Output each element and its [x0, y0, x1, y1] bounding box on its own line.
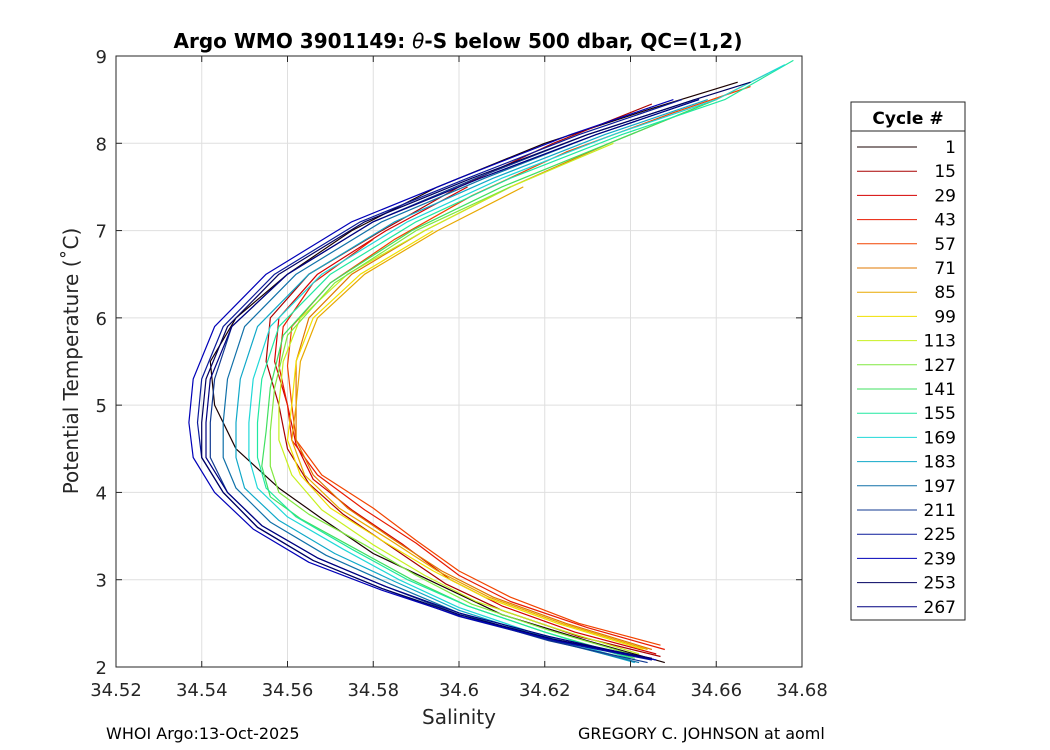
legend-label: 183	[924, 453, 956, 473]
legend-label: 57	[934, 235, 956, 255]
legend-box	[850, 101, 966, 621]
series-line-cycle-127	[269, 186, 640, 658]
y-tick-label: 6	[96, 309, 107, 330]
footer-author: GREGORY C. JOHNSON at aoml	[578, 724, 825, 743]
legend-label: 15	[934, 162, 956, 182]
legend-label: 253	[924, 574, 956, 594]
series-line-cycle-239	[188, 99, 674, 661]
legend-label: 141	[924, 380, 956, 400]
series-line-cycle-155	[256, 59, 794, 659]
x-tick-label: 34.68	[776, 680, 828, 701]
x-tick-label: 34.54	[176, 680, 228, 701]
legend-label: 99	[934, 307, 956, 327]
legend-label: 1	[945, 138, 956, 158]
series-line-cycle-211	[209, 99, 695, 664]
x-tick-label: 34.56	[262, 680, 314, 701]
series-line-cycle-43	[278, 238, 665, 651]
legend-label: 169	[924, 428, 956, 448]
legend-label: 155	[924, 404, 956, 424]
series-line-cycle-225	[196, 99, 683, 661]
series-line-cycle-141	[261, 99, 717, 659]
legend-label: 197	[924, 477, 956, 497]
series-line-cycle-197	[222, 99, 700, 664]
series-line-cycle-99	[286, 230, 644, 651]
legend-entries: 1 15 29 43 57 71 85 99 113 127 141 155 169 183 197 211 2…	[857, 138, 956, 618]
series-group	[188, 59, 794, 664]
y-tick-label: 5	[96, 396, 107, 417]
series-line-cycle-253	[201, 81, 751, 659]
y-tick-label: 3	[96, 571, 107, 592]
x-tick-label: 34.58	[347, 680, 399, 701]
legend-label: 225	[924, 525, 956, 545]
legend-label: 267	[924, 598, 956, 618]
x-axis-label: Salinity	[422, 705, 496, 729]
series-line-cycle-15	[265, 103, 661, 658]
legend-label: 239	[924, 549, 956, 569]
series-line-cycle-1	[209, 81, 738, 664]
y-tick-label: 7	[96, 222, 107, 243]
series-line-cycle-29	[274, 186, 657, 655]
series-line-cycle-113	[278, 142, 640, 655]
y-tick-label: 8	[96, 134, 107, 155]
x-tick-label: 34.52	[90, 680, 142, 701]
legend-title: Cycle #	[872, 109, 943, 129]
y-tick-label: 4	[96, 483, 107, 504]
axis-ticks: 34.52 34.54 34.56 34.58 34.6 34.62 34.64 34.66 3…	[90, 47, 828, 701]
legend-label: 29	[934, 186, 956, 206]
series-line-cycle-169	[248, 64, 786, 661]
legend-label: 43	[934, 211, 956, 231]
y-axis-label: Potential Temperature (˚C)	[59, 228, 83, 495]
legend: Cycle # 1 15 29 43 57 71 85 99 113 127 141 155 169 18…	[850, 101, 966, 621]
legend-label: 211	[924, 501, 956, 521]
x-tick-label: 34.64	[605, 680, 657, 701]
series-line-cycle-57	[286, 85, 751, 646]
x-tick-label: 34.66	[690, 680, 742, 701]
chart-title: Argo WMO 3901149: θ-S below 500 dbar, QC…	[174, 29, 743, 53]
footer-source: WHOI Argo:13-Oct-2025	[106, 724, 300, 743]
y-tick-label: 2	[96, 658, 107, 679]
legend-label: 113	[924, 332, 956, 352]
y-tick-label: 9	[96, 47, 107, 68]
legend-label: 71	[934, 259, 956, 279]
legend-label: 85	[934, 283, 956, 303]
x-tick-label: 34.62	[519, 680, 571, 701]
series-line-cycle-183	[235, 99, 708, 664]
x-tick-label: 34.6	[439, 680, 479, 701]
legend-label: 127	[924, 356, 956, 376]
series-line-cycle-85	[291, 186, 648, 651]
series-line-cycle-267	[205, 99, 700, 659]
